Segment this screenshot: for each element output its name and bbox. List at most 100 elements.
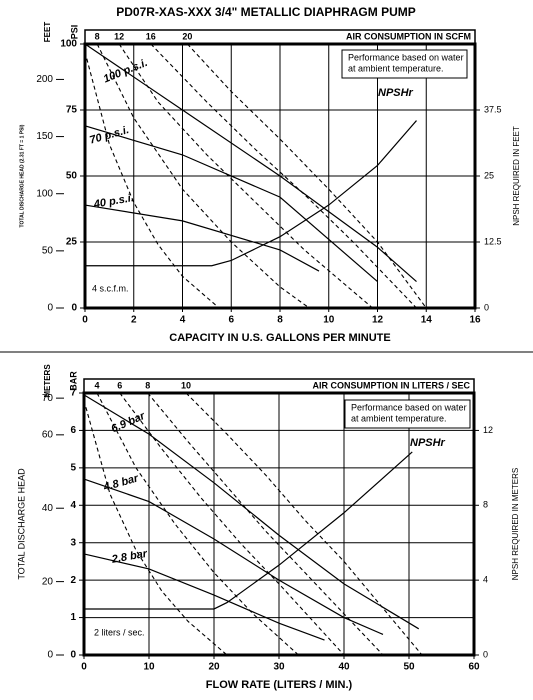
chart-title: PD07R-XAS-XXX 3/4" METALLIC DIAPHRAGM PU… bbox=[116, 5, 416, 19]
y2-tick-label: 8 bbox=[483, 500, 488, 510]
pressure-curve bbox=[84, 43, 417, 283]
series-label: 100 p.s.i. bbox=[102, 57, 150, 86]
x-tick-label: 4 bbox=[180, 315, 186, 326]
top-tick-label: 10 bbox=[181, 380, 191, 390]
head-axis-unit: METERS bbox=[43, 364, 52, 398]
y-axis-unit: BAR bbox=[68, 371, 78, 391]
note-box bbox=[344, 399, 471, 429]
top-axis-label: AIR CONSUMPTION IN LITERS / SEC bbox=[312, 380, 470, 390]
air-curve bbox=[186, 43, 427, 309]
y2-axis-title: NPSH REQUIRED IN FEET bbox=[512, 126, 521, 226]
y2-axis-title: NPSH REQUIRED IN METERS bbox=[511, 468, 520, 580]
pressure-curve bbox=[84, 451, 413, 610]
top-axis-strip bbox=[84, 29, 476, 45]
y2-tick-label: 37.5 bbox=[484, 104, 502, 114]
x-tick-label: 10 bbox=[323, 315, 335, 326]
y-tick-label: 6 bbox=[70, 425, 76, 436]
top-tick-label: 8 bbox=[95, 31, 100, 41]
x-tick-label: 8 bbox=[277, 315, 283, 326]
y-tick-label: 5 bbox=[70, 462, 76, 473]
head-tick-label: 0 bbox=[47, 650, 53, 661]
y-tick-label: 50 bbox=[66, 171, 78, 182]
note-box bbox=[341, 49, 468, 79]
head-tick-label: 200 bbox=[36, 74, 53, 85]
note-text: Performance based on water bbox=[351, 402, 467, 412]
head-axis-unit: FEET bbox=[43, 22, 52, 43]
head-tick-label: 40 bbox=[42, 503, 54, 514]
head-tick-label: 100 bbox=[36, 188, 53, 199]
y-tick-label: 25 bbox=[66, 237, 78, 248]
head-tick-label: 150 bbox=[36, 131, 53, 142]
x-tick-label: 6 bbox=[228, 315, 234, 326]
top-tick-label: 16 bbox=[146, 31, 156, 41]
x-axis-title: FLOW RATE (LITERS / MIN.) bbox=[206, 679, 353, 691]
head-tick-label: 20 bbox=[42, 576, 54, 587]
x-tick-label: 0 bbox=[81, 662, 87, 673]
y-tick-label: 7 bbox=[70, 388, 76, 399]
y-tick-label: 75 bbox=[66, 105, 78, 116]
pressure-curve bbox=[83, 553, 325, 641]
pressure-curve bbox=[84, 125, 378, 283]
series-label: 4 s.c.f.m. bbox=[92, 283, 129, 293]
top-tick-label: 4 bbox=[94, 380, 99, 390]
head-axis-title: TOTAL DISCHARGE HEAD (2.31 FT = 1 PSI) bbox=[19, 124, 25, 227]
series-label: NPSHr bbox=[410, 437, 446, 449]
x-tick-label: 14 bbox=[421, 315, 433, 326]
y-tick-label: 1 bbox=[70, 612, 76, 623]
top-tick-label: 20 bbox=[182, 31, 192, 41]
y-tick-label: 3 bbox=[70, 537, 76, 548]
x-tick-label: 40 bbox=[338, 662, 350, 673]
y-tick-label: 100 bbox=[60, 39, 77, 50]
air-curve bbox=[84, 51, 220, 309]
y-tick-label: 0 bbox=[70, 650, 76, 661]
y-tick-label: 4 bbox=[70, 500, 76, 511]
pressure-curve bbox=[83, 394, 420, 630]
series-label: 2 liters / sec. bbox=[94, 627, 145, 637]
y2-tick-label: 0 bbox=[484, 302, 489, 312]
x-tick-label: 20 bbox=[208, 662, 220, 673]
series-label: 2.8 bar bbox=[110, 548, 149, 566]
top-tick-label: 6 bbox=[117, 380, 122, 390]
air-curve bbox=[147, 392, 384, 656]
series-label: 40 p.s.i. bbox=[92, 192, 135, 211]
air-curve bbox=[96, 392, 299, 656]
y2-tick-label: 0 bbox=[483, 649, 488, 659]
x-tick-label: 10 bbox=[143, 662, 155, 673]
pressure-curve bbox=[85, 120, 417, 267]
x-tick-label: 60 bbox=[468, 662, 480, 673]
top-tick-label: 12 bbox=[114, 31, 124, 41]
y2-tick-label: 12 bbox=[483, 425, 493, 435]
x-tick-label: 2 bbox=[131, 315, 137, 326]
y-tick-label: 0 bbox=[71, 303, 77, 314]
note-text: Performance based on water bbox=[348, 52, 464, 62]
head-axis-title: TOTAL DISCHARGE HEAD bbox=[16, 468, 26, 580]
note-text: at ambient temperature. bbox=[351, 413, 447, 423]
air-curve bbox=[83, 400, 228, 656]
x-tick-label: 12 bbox=[372, 315, 384, 326]
x-tick-label: 16 bbox=[469, 315, 481, 326]
y-tick-label: 2 bbox=[70, 575, 76, 586]
x-tick-label: 50 bbox=[403, 662, 415, 673]
x-tick-label: 30 bbox=[273, 662, 285, 673]
y2-tick-label: 25 bbox=[484, 170, 494, 180]
series-label: NPSHr bbox=[378, 87, 414, 99]
top-tick-label: 8 bbox=[145, 380, 150, 390]
air-curve bbox=[185, 392, 423, 656]
x-tick-label: 0 bbox=[82, 315, 88, 326]
pressure-curve bbox=[84, 204, 320, 272]
y-axis-unit: PSI bbox=[69, 25, 79, 40]
top-axis-strip bbox=[83, 378, 475, 394]
head-tick-label: 0 bbox=[47, 303, 53, 314]
head-tick-label: 70 bbox=[42, 393, 54, 404]
x-axis-title: CAPACITY IN U.S. GALLONS PER MINUTE bbox=[169, 332, 390, 344]
top-axis-label: AIR CONSUMPTION IN SCFM bbox=[346, 31, 471, 41]
note-text: at ambient temperature. bbox=[348, 63, 444, 73]
air-curve bbox=[118, 43, 373, 309]
air-curve bbox=[119, 392, 345, 656]
air-curve bbox=[96, 43, 310, 309]
y2-tick-label: 12.5 bbox=[484, 236, 502, 246]
head-tick-label: 50 bbox=[42, 245, 54, 256]
head-tick-label: 60 bbox=[42, 429, 54, 440]
